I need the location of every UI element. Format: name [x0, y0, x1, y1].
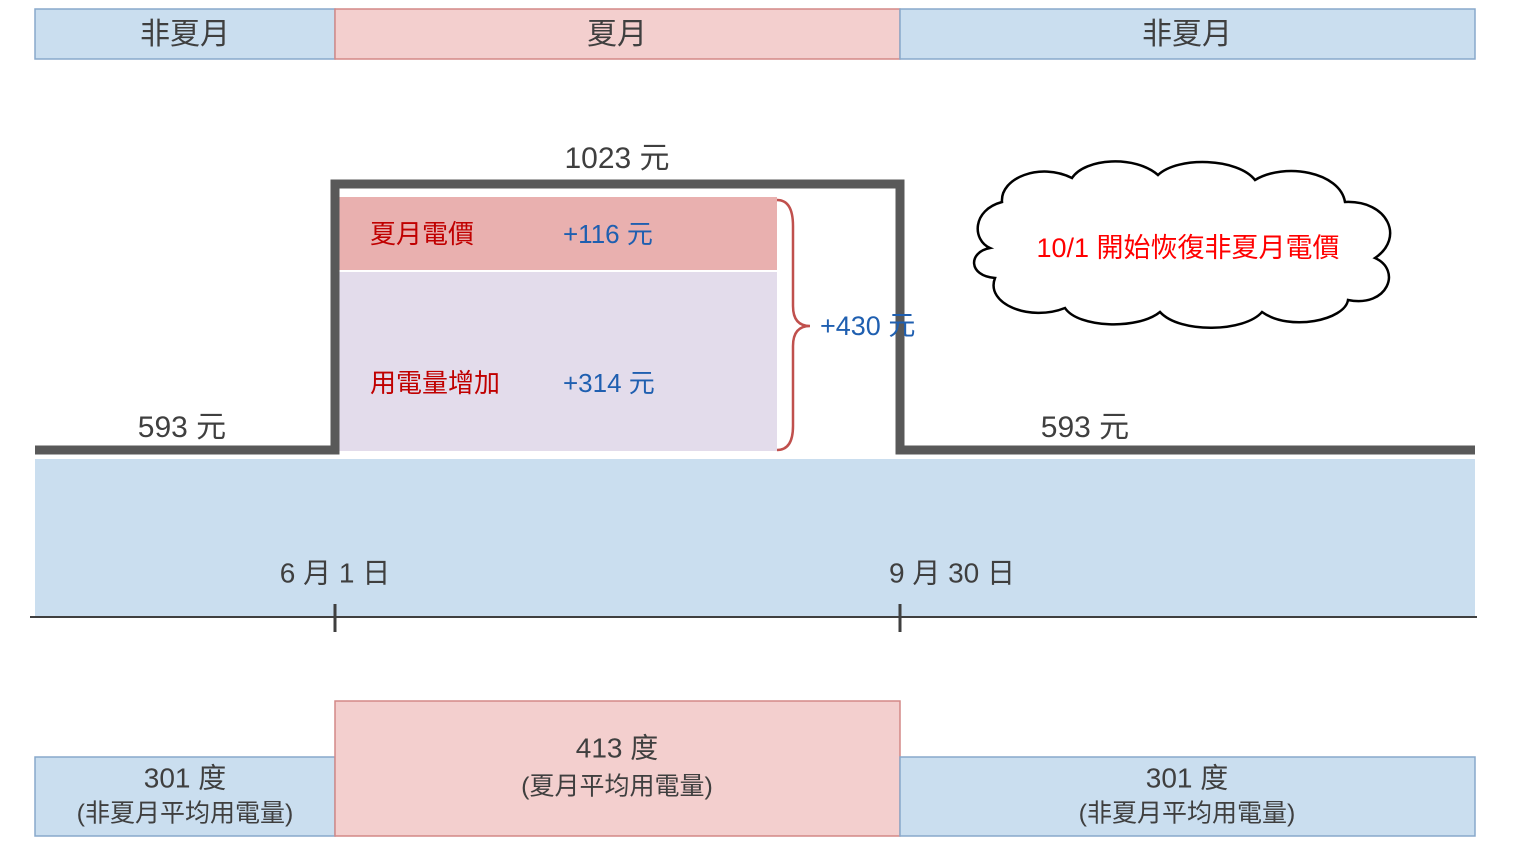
usage-ns1-val: 301 度: [144, 762, 227, 793]
usage-summer: [335, 701, 900, 836]
brace-icon: [777, 200, 810, 450]
band1-val: +116 元: [563, 219, 653, 249]
band1-label: 夏月電價: [370, 219, 474, 249]
usage-summer-val: 413 度: [576, 732, 659, 763]
base-cost-band: [35, 459, 1475, 616]
usage-ns2-sub: (非夏月平均用電量): [1079, 800, 1296, 828]
price-left: 593 元: [138, 411, 226, 444]
band2-val: +314 元: [563, 368, 655, 398]
usage-ns2-val: 301 度: [1146, 762, 1229, 793]
brace-val: +430 元: [820, 311, 915, 341]
season-label-ns2: 非夏月: [1142, 18, 1232, 51]
season-band: 非夏月 夏月 非夏月: [35, 9, 1475, 59]
band2-label: 用電量增加: [370, 368, 500, 398]
season-label-ns1: 非夏月: [140, 18, 230, 51]
usage-ns1-sub: (非夏月平均用電量): [77, 800, 294, 828]
date-start: 6 月 1 日: [280, 557, 390, 588]
price-top: 1023 元: [564, 142, 669, 175]
price-right: 593 元: [1041, 411, 1129, 444]
usage-summer-sub: (夏月平均用電量): [521, 773, 713, 801]
date-end: 9 月 30 日: [889, 557, 1015, 588]
season-label-summer: 夏月: [587, 18, 647, 51]
cloud-text: 10/1 開始恢復非夏月電價: [1036, 233, 1339, 263]
usage-band: 301 度 (非夏月平均用電量) 413 度 (夏月平均用電量) 301 度 (…: [35, 701, 1475, 836]
usage-increase-band: [339, 271, 777, 451]
cloud-callout: 10/1 開始恢復非夏月電價: [974, 161, 1390, 327]
